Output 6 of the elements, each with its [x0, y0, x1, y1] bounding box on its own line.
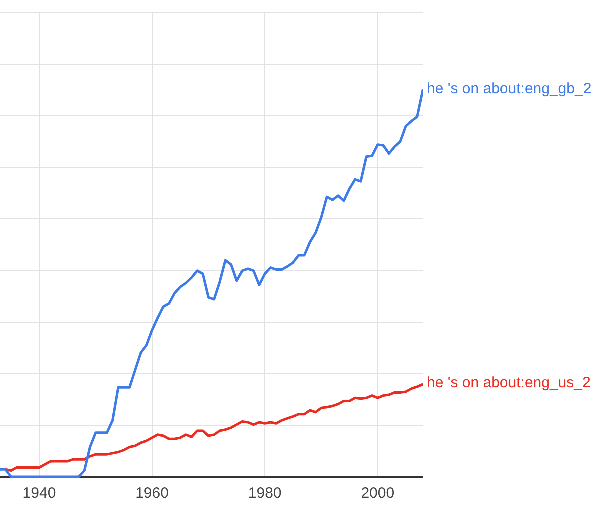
- x-tick-label: 1980: [248, 485, 282, 502]
- series-label: he 's on about:eng_gb_2: [427, 80, 592, 98]
- series-label: he 's on about:eng_us_2: [427, 374, 591, 392]
- x-tick-label: 1940: [22, 485, 56, 502]
- x-tick-label: 2000: [361, 485, 395, 502]
- x-tick-label: 1960: [136, 485, 169, 502]
